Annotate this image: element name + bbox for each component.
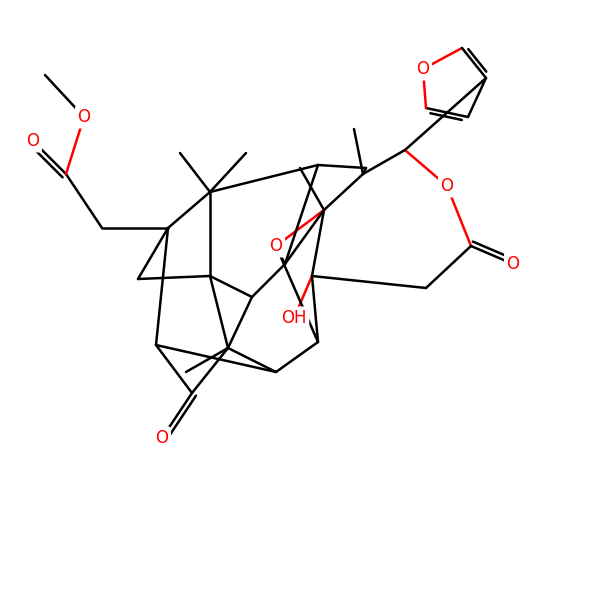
Text: O: O	[26, 132, 40, 150]
Text: O: O	[416, 60, 430, 78]
Text: O: O	[155, 429, 169, 447]
Text: O: O	[77, 108, 91, 126]
Text: OH: OH	[281, 309, 307, 327]
Text: O: O	[506, 255, 520, 273]
Text: O: O	[269, 237, 283, 255]
Text: O: O	[440, 177, 454, 195]
